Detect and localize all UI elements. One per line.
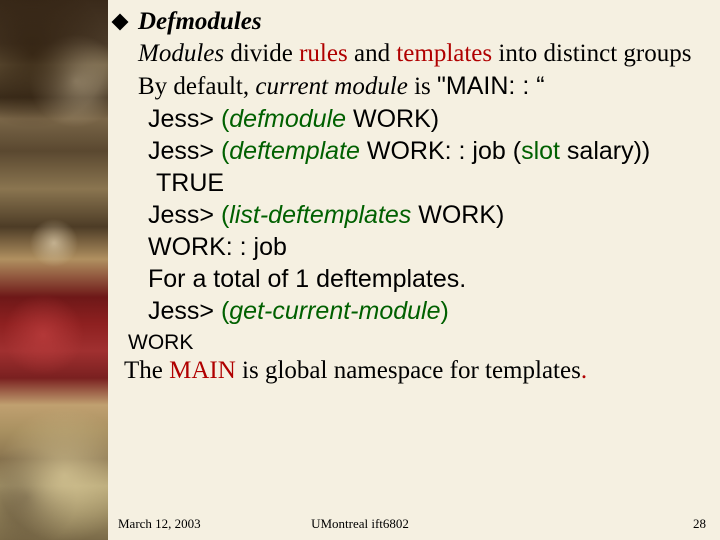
t: divide bbox=[224, 40, 299, 67]
closing-line: The MAIN is global namespace for templat… bbox=[116, 357, 700, 385]
prompt: Jess> bbox=[148, 105, 221, 133]
t: WORK: : job ( bbox=[360, 137, 521, 165]
true-text: TRUE bbox=[156, 169, 224, 197]
kw-defmodule: defmodule bbox=[229, 105, 346, 133]
code-line-6: For a total of 1 deftemplates. bbox=[138, 263, 700, 295]
t: into distinct groups bbox=[492, 40, 691, 67]
kw-list-deftemplates: list-deftemplates bbox=[229, 201, 411, 229]
line-modules: Modules divide rules and templates into … bbox=[138, 38, 700, 70]
t: WORK) bbox=[346, 105, 439, 133]
t: For a total of 1 deftemplates. bbox=[148, 265, 466, 293]
main-word: MAIN bbox=[169, 357, 236, 384]
main-quote: "MAIN: : “ bbox=[437, 72, 544, 100]
footer-center: UMontreal ift6802 bbox=[311, 516, 409, 532]
kw-deftemplate: deftemplate bbox=[229, 137, 360, 165]
body-block: Defmodules Modules divide rules and temp… bbox=[116, 6, 700, 327]
code-line-7: Jess> (get-current-module) bbox=[138, 295, 700, 327]
kw-get-current-module: get-current-module bbox=[229, 297, 440, 325]
code-line-true: TRUE bbox=[138, 167, 700, 199]
current-module: current module bbox=[255, 73, 408, 100]
prompt: Jess> bbox=[148, 297, 221, 325]
slide-content: Defmodules Modules divide rules and temp… bbox=[108, 0, 720, 540]
work-text: WORK bbox=[128, 331, 193, 354]
decorative-sidebar-image bbox=[0, 0, 108, 540]
t: is bbox=[408, 73, 437, 100]
paren-close: ) bbox=[441, 297, 449, 325]
code-line-2: Jess> (deftemplate WORK: : job (slot sal… bbox=[138, 135, 700, 167]
code-line-5: WORK: : job bbox=[138, 231, 700, 263]
work-line: WORK bbox=[116, 331, 700, 355]
modules-word: Modules bbox=[138, 40, 224, 67]
rules-word: rules bbox=[299, 40, 348, 67]
heading: Defmodules bbox=[138, 8, 262, 35]
t: and bbox=[348, 40, 397, 67]
code-line-1: Jess> (defmodule WORK) bbox=[138, 103, 700, 135]
heading-line: Defmodules bbox=[138, 6, 700, 38]
t: salary)) bbox=[560, 137, 650, 165]
line-default: By default, current module is "MAIN: : “ bbox=[138, 70, 700, 103]
bullet-diamond-icon bbox=[112, 14, 129, 31]
footer-page-number: 28 bbox=[693, 516, 706, 532]
kw-slot: slot bbox=[521, 137, 560, 165]
dot: . bbox=[581, 357, 587, 384]
t: is global namespace for templates bbox=[236, 357, 581, 384]
code-line-4: Jess> (list-deftemplates WORK) bbox=[138, 199, 700, 231]
t: The bbox=[124, 357, 169, 384]
t: WORK: : job bbox=[148, 233, 287, 261]
t: By default, bbox=[138, 73, 255, 100]
footer-date: March 12, 2003 bbox=[118, 516, 201, 532]
prompt: Jess> bbox=[138, 137, 221, 165]
footer: March 12, 2003 UMontreal ift6802 28 bbox=[0, 516, 720, 532]
slide: Defmodules Modules divide rules and temp… bbox=[0, 0, 720, 540]
templates-word: templates bbox=[396, 40, 492, 67]
t: WORK) bbox=[411, 201, 504, 229]
prompt: Jess> bbox=[148, 201, 221, 229]
